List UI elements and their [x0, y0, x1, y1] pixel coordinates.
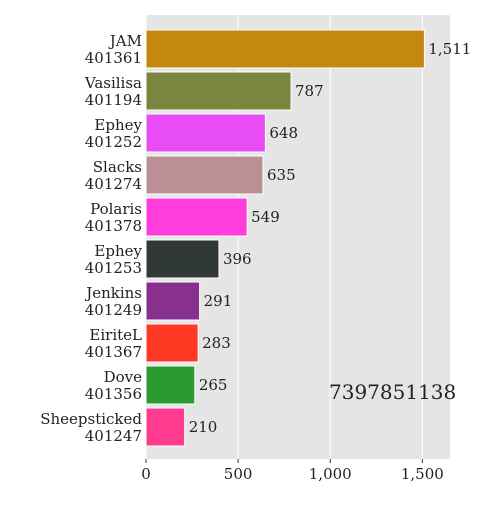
- category-id-label: 401367: [85, 343, 142, 361]
- chart-annotation: 7397851138: [329, 380, 456, 404]
- category-name-label: Polaris: [90, 200, 142, 218]
- bar: [145, 29, 425, 69]
- bar: [145, 71, 292, 111]
- bar: [145, 113, 266, 153]
- category-id-label: 401249: [85, 301, 142, 319]
- bar-value-label: 210: [189, 418, 218, 436]
- bar: [145, 239, 220, 279]
- category-id-label: 401194: [85, 91, 142, 109]
- category-name-label: Sheepsticked: [40, 410, 142, 428]
- bars: [145, 29, 425, 447]
- bar: [145, 155, 264, 195]
- category-name-label: Vasilisa: [84, 74, 142, 92]
- bar-value-label: 291: [204, 292, 233, 310]
- bar-value-label: 1,511: [428, 40, 471, 58]
- bar-value-label: 283: [202, 334, 231, 352]
- value-labels: 1,511 787 648 635 549 396 291 283 265 210: [189, 40, 472, 436]
- category-id-label: 401378: [85, 217, 142, 235]
- category-id-label: 401361: [85, 49, 142, 67]
- x-tick-label: 500: [224, 465, 253, 483]
- bar: [145, 197, 248, 237]
- category-id-label: 401253: [85, 259, 142, 277]
- x-tick-label: 0: [141, 465, 151, 483]
- category-name-label: Ephey: [94, 242, 142, 260]
- category-name-label: Ephey: [94, 116, 142, 134]
- bar: [145, 281, 201, 321]
- bar-value-label: 549: [251, 208, 280, 226]
- bar-value-label: 265: [199, 376, 228, 394]
- category-name-label: Dove: [104, 368, 143, 386]
- bar: [145, 407, 186, 447]
- x-tick-label: 1,000: [309, 465, 352, 483]
- bar-value-label: 648: [269, 124, 298, 142]
- category-name-label: EiriteL: [89, 326, 142, 344]
- x-axis-ticks: 0 500 1,000 1,500: [141, 459, 444, 483]
- category-name-label: Jenkins: [84, 284, 142, 302]
- category-name-label: Slacks: [93, 158, 142, 176]
- bar: [145, 365, 196, 405]
- category-labels: JAM401361Vasilisa401194Ephey401252Slacks…: [40, 32, 142, 445]
- category-id-label: 401252: [85, 133, 142, 151]
- x-tick-label: 1,500: [401, 465, 444, 483]
- bar-value-label: 787: [295, 82, 324, 100]
- category-name-label: JAM: [108, 32, 142, 50]
- bar-value-label: 396: [223, 250, 252, 268]
- bar-value-label: 635: [267, 166, 296, 184]
- category-id-label: 401356: [85, 385, 142, 403]
- bar: [145, 323, 199, 363]
- category-id-label: 401247: [85, 427, 142, 445]
- category-id-label: 401274: [85, 175, 142, 193]
